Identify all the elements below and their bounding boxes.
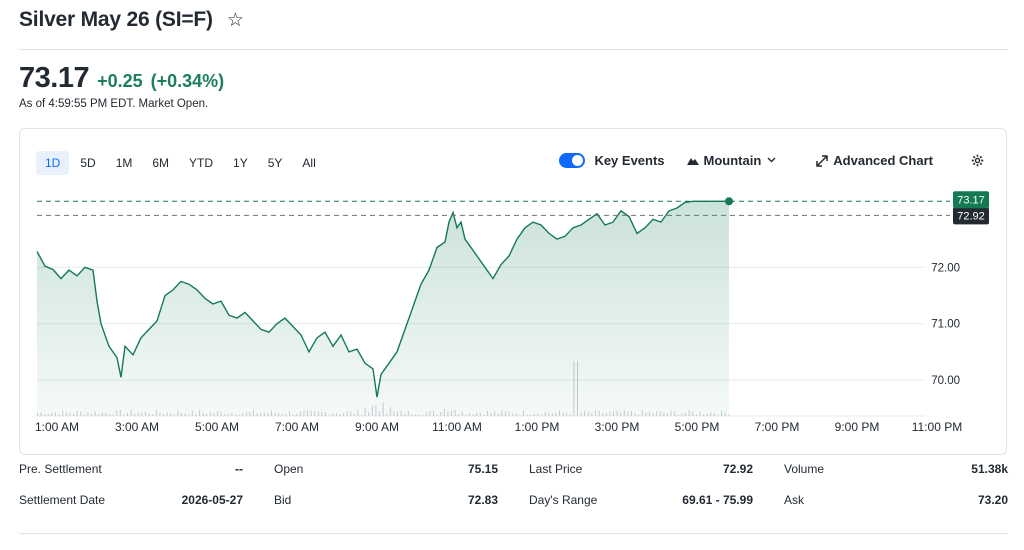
last-point-dot [725,197,733,206]
stat-pre-settlement: Pre. Settlement -- [19,462,243,476]
x-tick-label: 7:00 AM [275,420,319,434]
chart-type-dropdown[interactable]: Mountain [686,153,777,168]
x-tick-label: 9:00 PM [835,420,880,434]
x-tick-label: 11:00 PM [912,420,962,434]
price-chart[interactable]: 72.92 73.17 1:00 AM 3:00 AM 5:00 AM 7:00 AM 9… [20,129,1006,454]
quote-timestamp: As of 4:59:55 PM EDT. Market Open. [19,98,209,110]
stat-value: 72.92 [722,462,753,476]
chart-type-label: Mountain [703,153,762,168]
stat-bid: Bid 72.83 [274,493,498,507]
advanced-chart-label: Advanced Chart [833,153,933,168]
x-tick-label: 1:00 AM [35,420,79,434]
stat-value: 51.38k [971,462,1008,476]
key-events-toggle[interactable] [559,153,586,168]
divider [19,533,1008,534]
x-tick-label: 5:00 PM [675,420,720,434]
stat-volume: Volume 51.38k [784,462,1008,476]
chevron-down-icon [767,155,776,166]
range-6m[interactable]: 6M [152,156,170,170]
x-tick-label: 7:00 PM [755,420,800,434]
stat-ask: Ask 73.20 [784,493,1008,507]
stat-open: Open 75.15 [274,462,498,476]
stat-value: 69.61 - 75.99 [682,493,753,507]
stat-value: 72.83 [467,493,498,507]
stat-label: Pre. Settlement [19,462,102,476]
quote-row: 73.17 +0.25 (+0.34%) [19,62,224,95]
key-events-label: Key Events [594,153,665,168]
advanced-chart-button[interactable]: Advanced Chart [816,153,933,168]
stat-label: Open [274,462,304,476]
range-1m[interactable]: 1M [115,156,133,170]
prev-close-tag-label: 72.92 [957,210,985,222]
stats-row: Settlement Date 2026-05-27 Bid 72.83 Day's… [19,493,1009,523]
x-tick-label: 3:00 AM [115,420,159,434]
stat-last-price: Last Price 72.92 [529,462,753,476]
y-tick-label: 71.00 [931,319,960,331]
divider [19,49,1008,50]
last-price-tag-label: 73.17 [957,194,985,206]
chart-card: 1D 5D 1M 6M YTD 1Y 5Y All Key Events Mou… [19,128,1007,455]
range-all[interactable]: All [302,156,316,170]
stat-label: Day's Range [529,493,598,507]
range-ytd[interactable]: YTD [189,156,214,170]
stat-value: 73.20 [977,493,1008,507]
stat-label: Volume [784,462,825,476]
last-price-tag [953,191,989,209]
star-outline-icon[interactable]: ☆ [226,9,244,31]
price-line [36,200,729,398]
stats-row: Pre. Settlement -- Open 75.15 Last Price 72… [19,462,1009,492]
range-selector: 1D 5D 1M 6M YTD 1Y 5Y All [36,151,327,175]
stat-label: Settlement Date [19,493,106,507]
gear-icon[interactable] [971,154,984,167]
price-change: +0.25 [97,71,143,91]
y-tick-label: 70.00 [931,375,960,387]
stat-label: Ask [784,493,805,507]
stat-label: Bid [274,493,292,507]
x-tick-label: 1:00 PM [515,420,560,434]
stat-days-range: Day's Range 69.61 - 75.99 [529,493,753,507]
expand-icon [816,154,829,167]
x-tick-label: 9:00 AM [355,420,399,434]
price-area [37,201,729,416]
x-tick-label: 11:00 AM [432,420,482,434]
chart-toolbar: Key Events Mountain Advanced Chart [559,153,984,168]
stat-value: 2026-05-27 [181,493,243,507]
range-1y[interactable]: 1Y [233,156,248,170]
stat-value: -- [235,462,243,476]
stat-settlement-date: Settlement Date 2026-05-27 [19,493,243,507]
price-change-pct: (+0.34%) [150,71,225,91]
stat-value: 75.15 [467,462,498,476]
mountain-icon [686,156,699,165]
range-5d[interactable]: 5D [80,156,96,170]
page-header: Silver May 26 (SI=F) ☆ [19,8,244,32]
prev-close-tag [953,207,989,225]
x-tick-label: 5:00 AM [195,420,239,434]
range-5y[interactable]: 5Y [267,156,283,170]
page-title: Silver May 26 (SI=F) [19,8,213,31]
stat-label: Last Price [529,462,583,476]
last-price: 73.17 [19,62,90,94]
y-tick-label: 72.00 [931,262,960,274]
x-tick-label: 3:00 PM [595,420,640,434]
range-1d[interactable]: 1D [36,151,70,175]
